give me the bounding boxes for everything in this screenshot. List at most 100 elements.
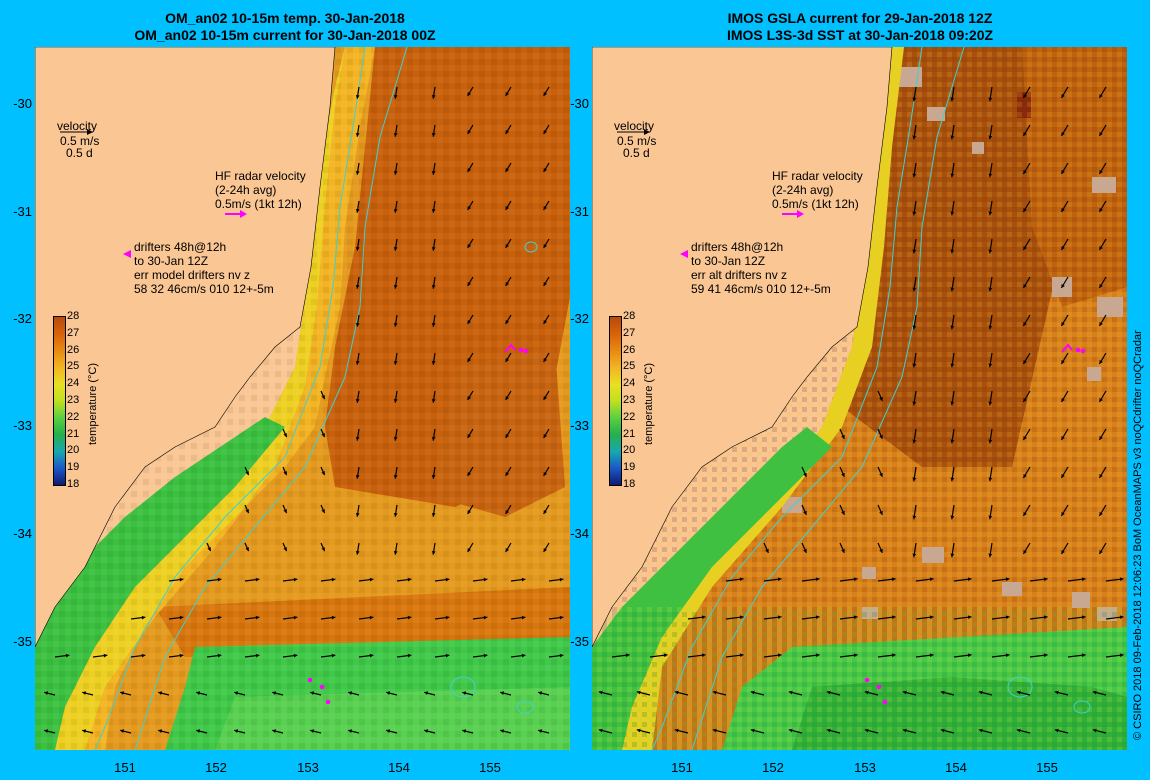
current-vector-head bbox=[543, 244, 548, 248]
current-vector-head bbox=[1061, 208, 1065, 212]
current-vector-head bbox=[393, 436, 398, 441]
colorbar-tick-label: 25 bbox=[67, 360, 80, 373]
current-vector-head bbox=[912, 401, 917, 406]
current-vector-head bbox=[912, 249, 917, 254]
current-vector-head bbox=[815, 615, 820, 620]
colorbar-tick-label: 21 bbox=[623, 427, 636, 440]
right-title-line2: IMOS L3S-3d SST at 30-Jan-2018 09:20Z bbox=[726, 27, 994, 43]
current-vector-head bbox=[879, 396, 883, 401]
current-vector-head bbox=[44, 729, 49, 734]
current-vector-head bbox=[912, 439, 917, 444]
current-vector-head bbox=[1061, 322, 1065, 326]
coastline-land bbox=[592, 47, 893, 648]
current-vector-head bbox=[826, 728, 831, 733]
current-vector-head bbox=[272, 729, 277, 734]
current-vector-head bbox=[543, 472, 548, 476]
colorbar-tick-label: 21 bbox=[67, 427, 80, 440]
current-vector-head bbox=[864, 728, 869, 733]
current-vector-head bbox=[293, 577, 298, 582]
current-vector-head bbox=[179, 615, 184, 620]
current-vector-head bbox=[431, 94, 436, 99]
colorbar-tick-label: 27 bbox=[67, 326, 80, 339]
current-vector-head bbox=[521, 615, 526, 620]
current-vector-head bbox=[912, 173, 917, 178]
current-vector-head bbox=[355, 474, 360, 479]
current-vector-head bbox=[321, 471, 325, 476]
current-vector-head bbox=[950, 363, 955, 368]
current-vector-head bbox=[234, 729, 239, 734]
current-vector-head bbox=[1023, 208, 1027, 212]
current-vector-head bbox=[1099, 284, 1103, 288]
current-vector-head bbox=[521, 577, 526, 582]
current-vector-head bbox=[1099, 322, 1103, 326]
current-vector-head bbox=[120, 691, 125, 696]
current-vector-head bbox=[255, 615, 260, 620]
colorbar-tick-label: 18 bbox=[67, 478, 80, 490]
current-vector-head bbox=[355, 512, 360, 517]
colorbar-title: temperature (°C) bbox=[87, 362, 99, 445]
current-vector-head bbox=[929, 615, 934, 620]
current-vector-head bbox=[1061, 360, 1065, 364]
colorbar-tick-label: 28 bbox=[623, 310, 636, 322]
current-vector-head bbox=[803, 472, 807, 477]
colorbar-title: temperature (°C) bbox=[643, 362, 655, 445]
current-vector-head bbox=[1061, 550, 1065, 554]
current-vector-head bbox=[788, 690, 793, 695]
velocity-legend-label: velocity bbox=[57, 119, 98, 133]
current-vector-head bbox=[245, 471, 249, 476]
current-vector-head bbox=[500, 729, 505, 734]
current-vector-head bbox=[1023, 398, 1027, 402]
current-vector-head bbox=[841, 548, 845, 553]
current-vector-head bbox=[355, 132, 360, 137]
current-vector-head bbox=[1061, 284, 1065, 288]
current-vector-head bbox=[355, 322, 360, 327]
lon-tick: 154 bbox=[388, 760, 410, 775]
current-vector-head bbox=[1023, 436, 1027, 440]
current-vector-head bbox=[65, 653, 70, 658]
current-vector-head bbox=[431, 398, 436, 403]
current-vector-head bbox=[393, 132, 398, 137]
current-vector-head bbox=[431, 246, 436, 251]
current-vector-head bbox=[929, 577, 934, 582]
current-vector-head bbox=[355, 170, 360, 175]
current-vector-head bbox=[1119, 577, 1124, 582]
current-vector-head bbox=[1005, 653, 1010, 658]
current-vector-head bbox=[141, 653, 146, 658]
current-vector-head bbox=[841, 472, 845, 477]
current-vector-head bbox=[967, 577, 972, 582]
left-map-field bbox=[35, 47, 570, 750]
current-vector-head bbox=[393, 550, 398, 555]
hf-radar-label: HF radar velocity bbox=[215, 169, 306, 183]
current-vector-head bbox=[283, 471, 287, 476]
current-vector-head bbox=[393, 398, 398, 403]
current-vector-head bbox=[272, 691, 277, 696]
colorbar-tick-label: 19 bbox=[67, 461, 80, 474]
colorbar-tick-label: 19 bbox=[623, 461, 636, 474]
current-vector-head bbox=[1023, 246, 1027, 250]
current-vector-head bbox=[331, 577, 336, 582]
current-vector-head bbox=[543, 396, 548, 400]
current-vector-head bbox=[864, 690, 869, 695]
lon-tick: 154 bbox=[945, 760, 967, 775]
current-vector-head bbox=[424, 691, 429, 696]
current-vector-head bbox=[777, 615, 782, 620]
current-vector-head bbox=[386, 691, 391, 696]
current-vector-head bbox=[988, 553, 993, 558]
current-vector-head bbox=[505, 434, 510, 438]
current-vector-head bbox=[369, 653, 374, 658]
left-title-line1: OM_an02 10-15m temp. 30-Jan-2018 bbox=[165, 10, 405, 26]
current-vector-head bbox=[1061, 132, 1065, 136]
current-vector-head bbox=[393, 94, 398, 99]
current-vector-head bbox=[310, 729, 315, 734]
current-vector-head bbox=[1054, 690, 1059, 695]
current-vector-head bbox=[891, 615, 896, 620]
drifter-tracks bbox=[864, 343, 1086, 705]
current-vector-head bbox=[950, 135, 955, 140]
current-vector-head bbox=[1005, 577, 1010, 582]
current-vector-head bbox=[431, 170, 436, 175]
current-vector-head bbox=[950, 477, 955, 482]
current-vector-head bbox=[467, 206, 472, 210]
current-vector-head bbox=[393, 474, 398, 479]
current-vector-head bbox=[1099, 246, 1103, 250]
current-vector-head bbox=[912, 287, 917, 292]
